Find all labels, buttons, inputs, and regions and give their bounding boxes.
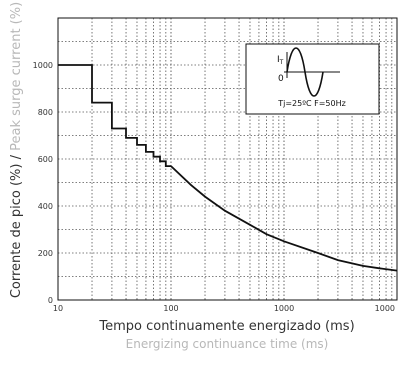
y-tick-label: 400 <box>38 202 53 211</box>
y-tick-label: 1000 <box>33 61 53 70</box>
plot-border <box>57 17 398 301</box>
waveform-inset: IT 0 Tj=25ºC F=50Hz <box>245 43 380 115</box>
y-tick-label: 800 <box>38 108 53 117</box>
series-layer <box>58 64 398 272</box>
x-axis-label-en: Energizing continuance time (ms) <box>126 337 329 351</box>
tick-labels: 0 200 400 600 800 1000 10 100 1000 1000 <box>33 61 395 313</box>
y-tick-label: 600 <box>38 155 53 164</box>
series-line-step <box>58 64 171 167</box>
inset-zero-label: 0 <box>278 74 284 84</box>
inset-box <box>245 43 380 115</box>
y-tick-label: 200 <box>38 249 53 258</box>
plot-frame <box>57 17 398 301</box>
series-line-curve <box>170 165 398 272</box>
y-tick-label: 0 <box>48 296 53 305</box>
x-tick-label: 1000 <box>274 304 294 313</box>
x-tick-label: 10 <box>53 304 63 313</box>
x-tick-label: 1000 <box>375 304 395 313</box>
inset-conditions: Tj=25ºC F=50Hz <box>277 99 346 108</box>
y-axis-label: Corrente de pico (%) / Peak surge curren… <box>9 2 24 298</box>
inset-i-label: IT <box>277 55 284 66</box>
x-tick-label: 100 <box>163 304 178 313</box>
x-axis-label: Tempo continuamente energizado (ms) <box>98 319 354 334</box>
